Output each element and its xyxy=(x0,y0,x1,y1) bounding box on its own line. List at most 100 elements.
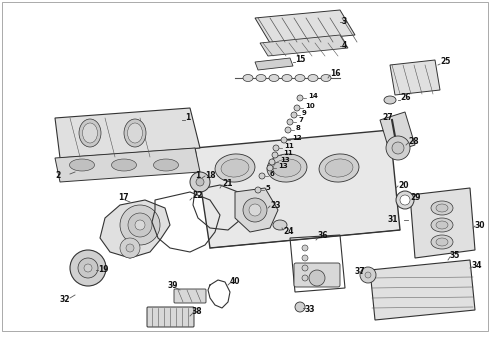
Text: 32: 32 xyxy=(60,296,71,305)
Text: 1: 1 xyxy=(195,171,200,180)
Text: 16: 16 xyxy=(330,68,341,77)
Circle shape xyxy=(259,173,265,179)
Text: 6: 6 xyxy=(270,171,275,177)
Text: 3: 3 xyxy=(342,18,347,27)
Circle shape xyxy=(135,220,145,230)
Text: 28: 28 xyxy=(408,138,418,147)
Text: 1: 1 xyxy=(185,113,190,122)
Ellipse shape xyxy=(436,221,448,229)
Text: 10: 10 xyxy=(305,103,315,109)
Text: 5: 5 xyxy=(266,185,271,191)
Ellipse shape xyxy=(431,201,453,215)
Ellipse shape xyxy=(325,159,353,177)
Circle shape xyxy=(360,267,376,283)
Circle shape xyxy=(249,204,261,216)
Polygon shape xyxy=(100,200,170,258)
Polygon shape xyxy=(370,260,475,320)
Text: 24: 24 xyxy=(283,228,294,237)
Circle shape xyxy=(269,159,275,165)
Ellipse shape xyxy=(127,123,143,143)
FancyBboxPatch shape xyxy=(174,289,206,303)
Polygon shape xyxy=(255,10,355,43)
Text: 9: 9 xyxy=(302,110,307,116)
Ellipse shape xyxy=(267,154,307,182)
Polygon shape xyxy=(380,112,415,153)
Text: 37: 37 xyxy=(355,267,366,276)
Text: 20: 20 xyxy=(398,180,409,189)
Ellipse shape xyxy=(79,119,101,147)
Ellipse shape xyxy=(321,75,331,81)
Ellipse shape xyxy=(112,159,137,171)
Text: 21: 21 xyxy=(222,179,232,188)
Ellipse shape xyxy=(295,302,305,312)
Text: 4: 4 xyxy=(342,41,347,50)
Polygon shape xyxy=(410,188,475,258)
Ellipse shape xyxy=(82,123,98,143)
Ellipse shape xyxy=(396,191,414,209)
Circle shape xyxy=(128,213,152,237)
Ellipse shape xyxy=(124,119,146,147)
Ellipse shape xyxy=(256,75,266,81)
Circle shape xyxy=(273,145,279,151)
Text: 25: 25 xyxy=(440,58,450,67)
Ellipse shape xyxy=(436,204,448,212)
Circle shape xyxy=(297,95,303,101)
Text: 35: 35 xyxy=(450,251,461,260)
Circle shape xyxy=(302,275,308,281)
Ellipse shape xyxy=(269,75,279,81)
Ellipse shape xyxy=(243,75,253,81)
Ellipse shape xyxy=(295,75,305,81)
Text: 17: 17 xyxy=(118,194,128,202)
Text: 13: 13 xyxy=(280,157,290,163)
Ellipse shape xyxy=(436,238,448,246)
Ellipse shape xyxy=(431,235,453,249)
FancyBboxPatch shape xyxy=(147,307,194,327)
Polygon shape xyxy=(55,108,200,158)
Text: 18: 18 xyxy=(205,171,216,180)
Text: 27: 27 xyxy=(382,113,392,122)
Polygon shape xyxy=(195,130,400,248)
Circle shape xyxy=(365,272,371,278)
Circle shape xyxy=(285,127,291,133)
Ellipse shape xyxy=(319,154,359,182)
Ellipse shape xyxy=(70,159,95,171)
Text: 40: 40 xyxy=(230,278,241,287)
Circle shape xyxy=(287,119,293,125)
Text: 7: 7 xyxy=(298,117,303,123)
Circle shape xyxy=(78,258,98,278)
Circle shape xyxy=(243,198,267,222)
Ellipse shape xyxy=(308,75,318,81)
Ellipse shape xyxy=(215,154,255,182)
Circle shape xyxy=(120,205,160,245)
Text: 30: 30 xyxy=(475,220,486,230)
Text: 15: 15 xyxy=(295,55,305,64)
FancyBboxPatch shape xyxy=(294,263,340,287)
Ellipse shape xyxy=(273,159,301,177)
Ellipse shape xyxy=(221,159,249,177)
Circle shape xyxy=(281,137,287,143)
Circle shape xyxy=(70,250,106,286)
Ellipse shape xyxy=(431,218,453,232)
Circle shape xyxy=(302,265,308,271)
Text: 8: 8 xyxy=(296,125,301,131)
Circle shape xyxy=(84,264,92,272)
Polygon shape xyxy=(260,35,348,56)
Text: 12: 12 xyxy=(292,135,302,141)
Circle shape xyxy=(190,172,210,192)
Ellipse shape xyxy=(400,195,410,205)
Text: 26: 26 xyxy=(400,94,411,103)
Circle shape xyxy=(196,178,204,186)
Text: 22: 22 xyxy=(192,192,202,201)
Text: 23: 23 xyxy=(270,201,280,210)
Circle shape xyxy=(302,255,308,261)
Text: 14: 14 xyxy=(308,93,318,99)
Text: 38: 38 xyxy=(192,307,203,316)
Ellipse shape xyxy=(153,159,178,171)
Text: 11: 11 xyxy=(284,143,294,149)
Text: 33: 33 xyxy=(305,306,316,315)
Text: 19: 19 xyxy=(98,266,108,274)
Circle shape xyxy=(291,112,297,118)
Circle shape xyxy=(126,244,134,252)
Text: 36: 36 xyxy=(318,231,328,240)
Text: 2002 Saturn Vue Belt,Generator & A/C Compressor <Do Not Use After My 2019> Diagr: 2002 Saturn Vue Belt,Generator & A/C Com… xyxy=(9,342,481,351)
